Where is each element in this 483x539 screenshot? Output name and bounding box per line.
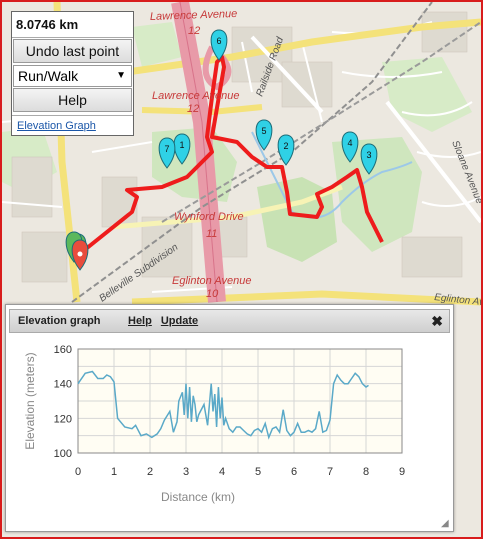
resize-handle-icon[interactable]: ◢ — [441, 518, 449, 529]
y-tick-label: 100 — [54, 448, 72, 460]
elevation-update-link[interactable]: Update — [160, 315, 199, 327]
plot-border — [77, 348, 403, 454]
map-label: 12 — [188, 25, 200, 37]
distance-readout: 8.0746 km — [12, 12, 133, 38]
activity-selected-value: Run/Walk — [18, 68, 79, 84]
map-label: 10 — [206, 288, 219, 300]
marker-label: 4 — [347, 138, 352, 148]
close-icon[interactable]: ✖ — [431, 312, 443, 329]
elevation-dialog-title: Elevation graph — [18, 315, 101, 327]
x-tick-label: 8 — [363, 466, 369, 478]
marker-label: 7 — [164, 144, 169, 154]
elevation-series-line — [77, 370, 369, 440]
x-tick-label: 0 — [75, 466, 81, 478]
local-streets — [2, 21, 481, 293]
route-marker-3[interactable]: 3 — [360, 143, 378, 175]
x-tick-label: 1 — [111, 466, 117, 478]
route-marker-7[interactable]: 7 — [158, 137, 176, 169]
route-path — [75, 55, 384, 265]
map-label: Lawrence Avenue — [152, 90, 239, 102]
x-tick-label: 3 — [183, 466, 189, 478]
help-button[interactable]: Help — [13, 88, 132, 112]
route-marker-2[interactable]: 2 — [277, 134, 295, 166]
route-marker-6[interactable]: 6 — [210, 29, 228, 61]
map-label: Eglinton Avenue — [172, 275, 252, 287]
y-tick-label: 160 — [54, 344, 72, 356]
undo-last-point-button[interactable]: Undo last point — [13, 39, 132, 63]
marker-label: 6 — [216, 36, 221, 46]
x-axis-label: Distance (km) — [161, 490, 235, 504]
highway-center — [179, 2, 218, 303]
x-tick-label: 7 — [327, 466, 333, 478]
route-marker-4[interactable]: 4 — [341, 131, 359, 163]
railway — [161, 21, 481, 223]
x-tick-label: 2 — [147, 466, 153, 478]
x-tick-label: 6 — [291, 466, 297, 478]
elevation-graph-dialog: Elevation graph Help Update ✖ 0 1 2 3 4 5 6 7 8 9… — [5, 304, 454, 532]
building-blocks — [11, 11, 468, 283]
map-label: Lawrence Avenue — [150, 8, 238, 23]
x-tick-label: 4 — [219, 466, 225, 478]
y-tick-label: 140 — [54, 379, 72, 391]
y-tick-label: 120 — [54, 413, 72, 425]
railside-road — [250, 35, 324, 114]
elevation-chart: 0 1 2 3 4 5 6 7 8 9 100 120 140 160 Distance (km) Eleva… — [23, 344, 405, 504]
elevation-help-link[interactable]: Help — [128, 315, 152, 327]
route-control-panel: 8.0746 km Undo last point Run/Walk ▼ Hel… — [11, 11, 134, 136]
y-axis-label: Elevation (meters) — [23, 352, 37, 449]
map-label: Wynford Drive — [174, 211, 244, 223]
elevation-dialog-header: Elevation graph Help Update ✖ — [9, 309, 450, 333]
park-area — [132, 22, 182, 67]
x-tick-label: 9 — [399, 466, 405, 478]
dropdown-arrow-icon: ▼ — [116, 70, 126, 81]
activity-select[interactable]: Run/Walk ▼ — [13, 65, 132, 87]
elevation-graph-link[interactable]: Elevation Graph — [12, 115, 133, 135]
creek — [251, 131, 413, 219]
end-marker-dot — [77, 251, 83, 257]
route-marker-1[interactable]: 1 — [173, 133, 191, 165]
marker-label: 3 — [366, 150, 371, 160]
x-tick-label: 5 — [255, 466, 261, 478]
wynford-drive-road — [111, 184, 343, 230]
park-area — [332, 137, 422, 252]
marker-label: 1 — [179, 140, 184, 150]
marker-label: 2 — [283, 141, 288, 151]
sloane-avenue-road — [385, 100, 481, 224]
marker-label: 5 — [261, 126, 266, 136]
route-marker-5[interactable]: 5 — [255, 119, 273, 151]
map-label: 12 — [187, 103, 199, 115]
eglinton-avenue-road — [131, 290, 481, 306]
map-label: 11 — [206, 228, 217, 240]
